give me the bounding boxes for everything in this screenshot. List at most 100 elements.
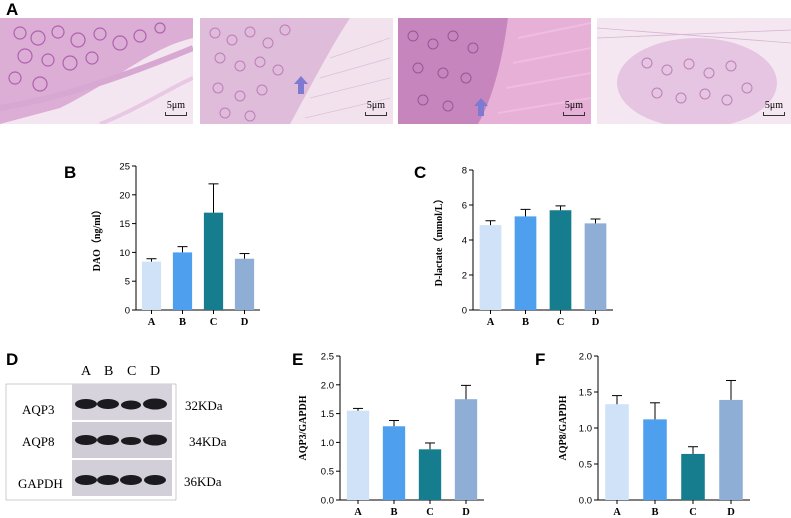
lane-label-b: B <box>104 364 114 379</box>
scale-bar: 5μm <box>563 101 585 116</box>
blot-kda-gapdh: 36KDa <box>184 474 222 489</box>
tissue-image-3 <box>398 18 591 124</box>
y-tick-label: 0 <box>462 306 467 317</box>
micrograph-3: 5μm <box>398 18 591 124</box>
bar <box>203 212 224 310</box>
x-tick-label: B <box>651 507 658 518</box>
bar <box>234 258 255 310</box>
panel-label-a: A <box>6 0 19 19</box>
y-tick-label: 2.5 <box>321 352 334 363</box>
scale-bar: 5μm <box>165 101 187 116</box>
bar <box>382 426 406 500</box>
x-tick-label: B <box>390 507 397 518</box>
y-axis-label: AQP3/GAPDH <box>298 395 309 460</box>
bar <box>346 410 370 500</box>
tissue-image-4 <box>597 18 791 124</box>
y-tick-label: 1.0 <box>321 438 334 449</box>
bar <box>141 261 162 310</box>
x-tick-label: A <box>613 507 621 518</box>
x-tick-label: D <box>727 507 735 518</box>
y-tick-label: 6 <box>462 201 467 212</box>
lane-label-a: A <box>81 364 92 379</box>
panel-label-c: C <box>414 163 427 182</box>
lane-label-c: C <box>127 364 137 379</box>
bar <box>172 252 193 310</box>
scale-label: 5μm <box>564 100 584 111</box>
y-tick-label: 4 <box>462 236 467 247</box>
arrow-icon <box>294 76 308 94</box>
y-tick-label: 25 <box>119 162 130 173</box>
scale-bar: 5μm <box>365 101 387 116</box>
x-tick-label: D <box>241 317 249 328</box>
tissue-image-1 <box>0 18 193 124</box>
bar <box>584 223 607 310</box>
x-tick-label: A <box>148 317 156 328</box>
x-tick-label: A <box>354 507 362 518</box>
y-tick-label: 1.0 <box>579 424 592 435</box>
y-tick-label: 0.5 <box>321 467 334 478</box>
y-tick-label: 15 <box>119 219 130 230</box>
scale-bar: 5μm <box>763 101 785 116</box>
y-axis-label: D-lactate（mmol/L） <box>432 194 445 287</box>
panel-label-f: F <box>535 350 546 369</box>
blot-label-aqp8: AQP8 <box>22 434 55 449</box>
blot-label-gapdh: GAPDH <box>18 476 63 491</box>
x-tick-label: C <box>426 507 434 518</box>
lane-label-d: D <box>150 364 161 379</box>
x-tick-label: A <box>487 317 495 328</box>
y-tick-label: 5 <box>125 277 130 288</box>
bar <box>514 216 537 310</box>
y-tick-label: 0.5 <box>579 460 592 471</box>
y-tick-label: 10 <box>119 248 130 259</box>
x-tick-label: B <box>522 317 529 328</box>
y-tick-label: 2 <box>462 271 467 282</box>
x-tick-label: C <box>557 317 565 328</box>
panel-label-b: B <box>64 163 77 182</box>
x-tick-label: C <box>689 507 697 518</box>
y-tick-label: 0.0 <box>579 496 592 507</box>
bar <box>549 210 572 310</box>
blot-label-aqp3: AQP3 <box>22 402 55 417</box>
bar <box>605 404 629 500</box>
y-tick-label: 2.0 <box>579 352 592 363</box>
scale-label: 5μm <box>764 100 784 111</box>
bar <box>479 225 502 310</box>
blot-kda-aqp8: 34KDa <box>189 434 227 449</box>
x-tick-label: B <box>179 317 186 328</box>
x-tick-label: D <box>592 317 600 328</box>
y-tick-label: 20 <box>119 190 130 201</box>
y-tick-label: 1.5 <box>579 388 592 399</box>
scale-label: 5μm <box>366 100 386 111</box>
x-tick-label: C <box>210 317 218 328</box>
micrograph-2: 5μm <box>200 18 393 124</box>
x-tick-label: D <box>462 507 470 518</box>
y-axis-label: AQP8/GAPDH <box>558 395 569 460</box>
bar <box>454 399 478 500</box>
bar <box>418 449 442 500</box>
panel-label-e: E <box>292 350 304 369</box>
arrow-icon <box>474 98 488 116</box>
y-tick-label: 0.0 <box>321 496 334 507</box>
bar <box>643 419 667 500</box>
y-tick-label: 8 <box>462 166 467 177</box>
bar <box>681 453 705 500</box>
y-tick-label: 1.5 <box>321 409 334 420</box>
micrograph-1: 5μm <box>0 18 193 124</box>
tissue-image-2 <box>200 18 393 124</box>
y-axis-label: DAO（ng/ml） <box>90 205 103 272</box>
y-tick-label: 0 <box>125 306 130 317</box>
blot-kda-aqp3: 32KDa <box>185 398 223 413</box>
bar <box>719 399 743 500</box>
panel-label-d: D <box>6 350 19 369</box>
y-tick-label: 2.0 <box>321 380 334 391</box>
micrograph-4: 5μm <box>597 18 791 124</box>
